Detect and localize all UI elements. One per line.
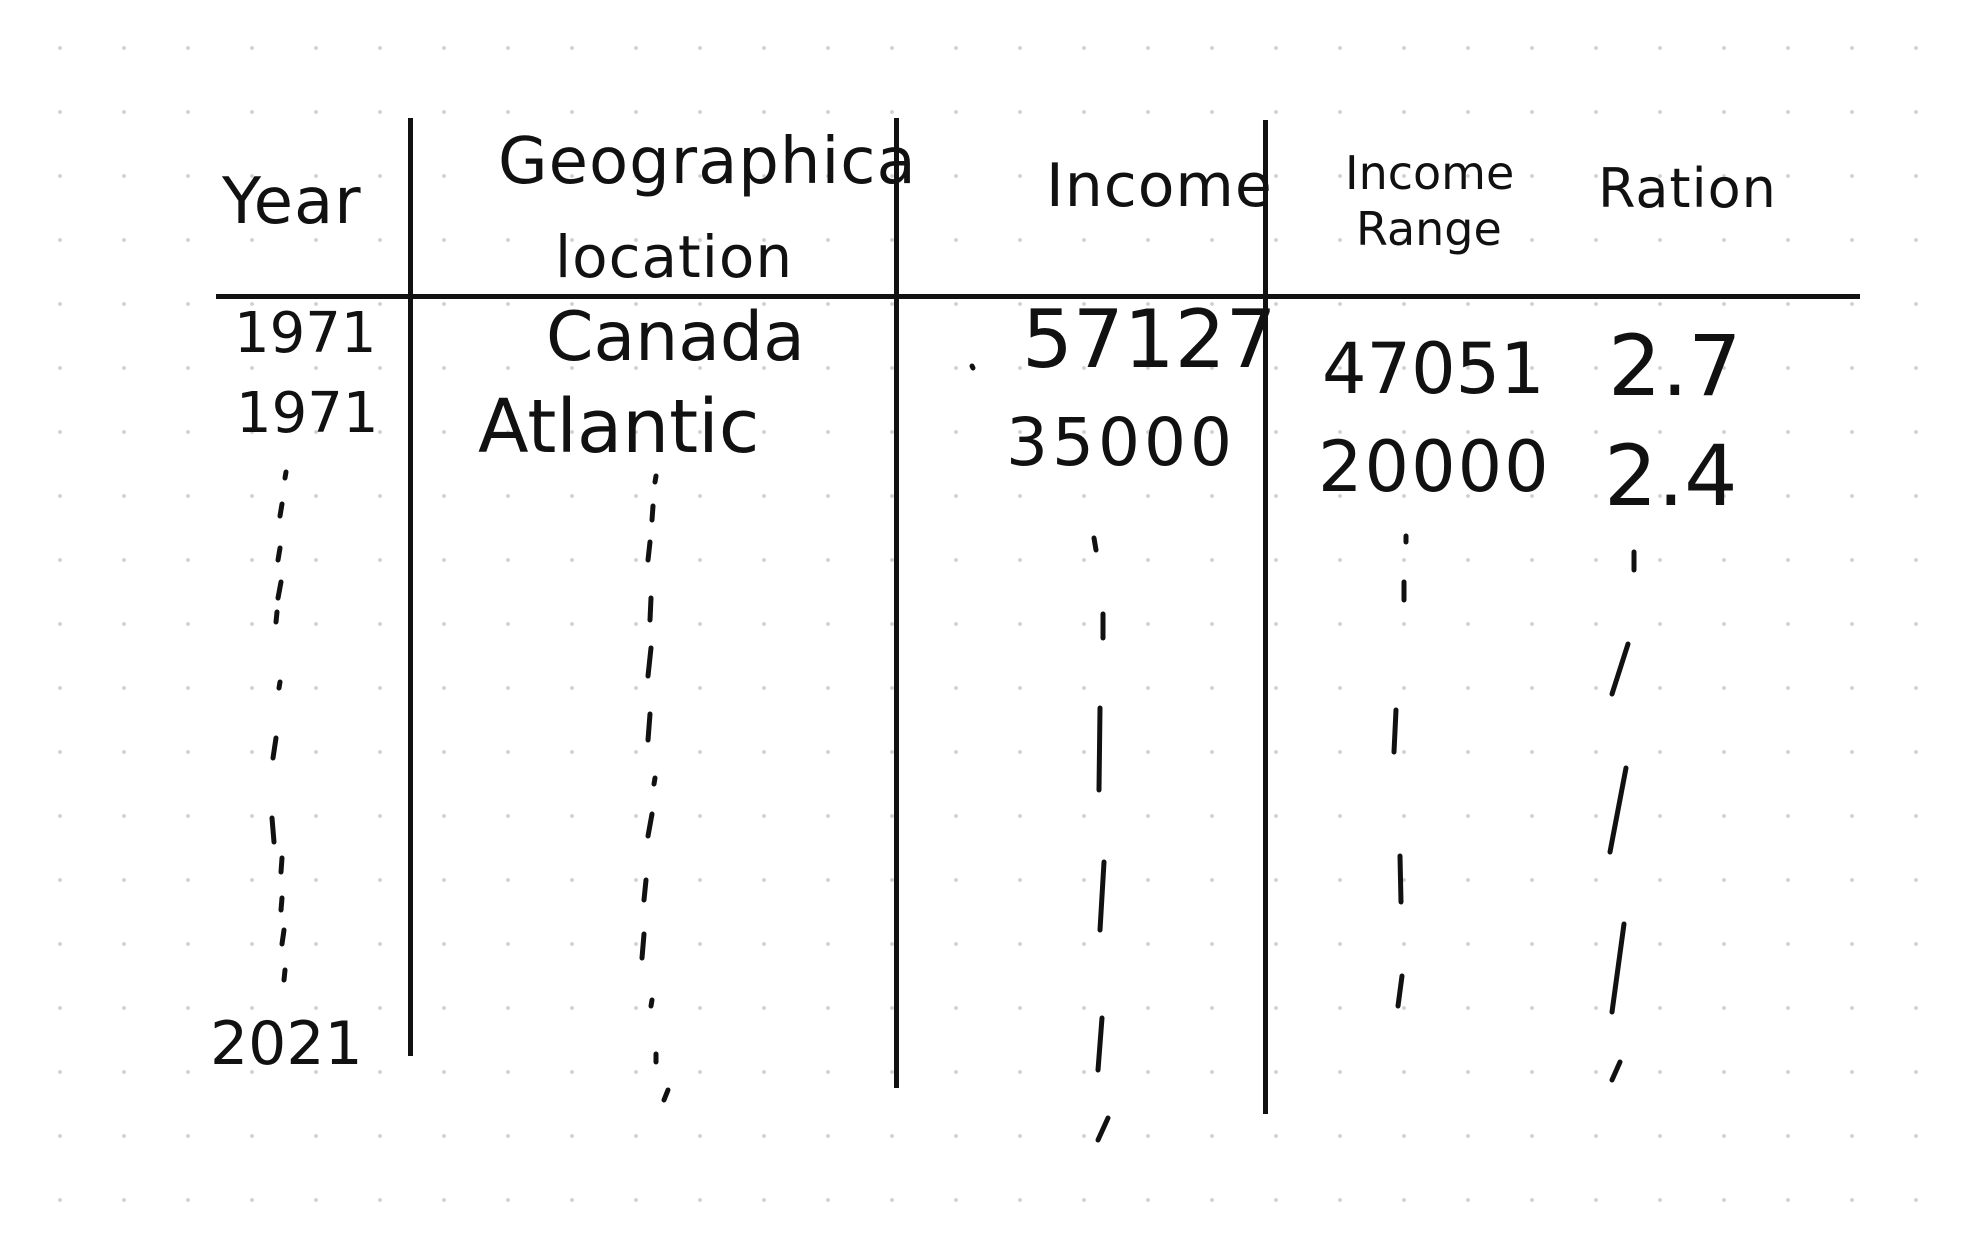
- row2-income: 35000: [1006, 404, 1236, 481]
- column-divider-1: [408, 118, 413, 1056]
- stray-dot: [969, 363, 976, 371]
- header-year: Year: [222, 165, 362, 239]
- row2-ratio: 2.4: [1604, 427, 1738, 525]
- row1-income: 57127: [1022, 293, 1277, 386]
- row1-income-range: 47051: [1322, 328, 1545, 410]
- header-income-range-line2: Range: [1356, 202, 1502, 256]
- row2-year: 1971: [236, 381, 379, 446]
- year-continuation-marks: [269, 469, 289, 983]
- row1-year: 1971: [234, 301, 377, 366]
- row2-location: Atlantic: [478, 384, 760, 470]
- header-location-line2: location: [555, 223, 794, 291]
- header-rule: [216, 294, 1860, 299]
- row1-location: Canada: [546, 298, 805, 377]
- last-row-year: 2021: [210, 1009, 363, 1079]
- header-income-range-line1: Income: [1345, 146, 1515, 200]
- row1-ratio: 2.7: [1608, 317, 1742, 415]
- column-divider-3: [1263, 120, 1268, 1114]
- income-continuation-marks: [1091, 535, 1111, 1143]
- header-ratio: Ration: [1598, 157, 1777, 220]
- income-range-continuation-marks: [1391, 533, 1409, 1009]
- row2-income-range: 20000: [1318, 426, 1551, 508]
- header-location-line1: Geographica: [498, 125, 917, 199]
- ratio-continuation-marks: [1607, 549, 1637, 1083]
- header-income: Income: [1046, 151, 1273, 221]
- location-continuation-marks: [639, 473, 671, 1103]
- column-divider-2: [894, 118, 899, 1088]
